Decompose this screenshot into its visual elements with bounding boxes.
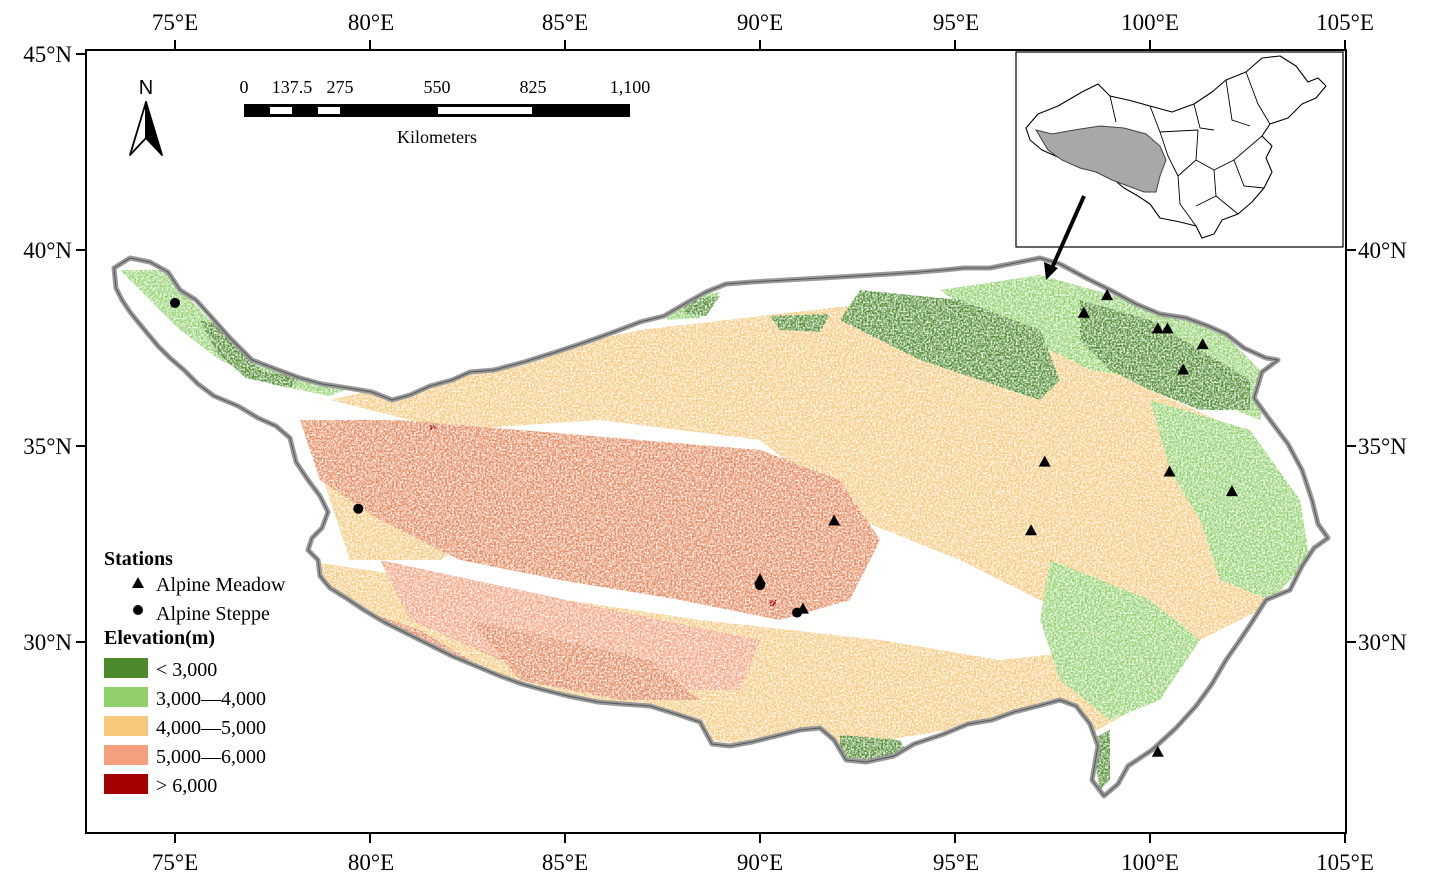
alpine-steppe-station-icon xyxy=(792,607,803,618)
inset-map xyxy=(1015,51,1344,280)
legend-elevation-gt6000: > 6,000 xyxy=(156,775,217,797)
map-legend: Stations Alpine Meadow Alpine Steppe Ele… xyxy=(104,548,286,797)
legend-swatch-gt6000 xyxy=(104,774,148,794)
inset-plateau-region xyxy=(1034,125,1167,193)
left-tick-label: 35°N xyxy=(23,434,72,459)
alpine-meadow-station-icon xyxy=(1177,363,1190,375)
alpine-meadow-station-icon xyxy=(1077,306,1090,318)
north-arrow-dark-half xyxy=(145,101,163,156)
inset-china-outline xyxy=(1025,55,1327,239)
bottom-tick-label: 80°E xyxy=(348,850,394,875)
left-tick-label: 45°N xyxy=(23,42,72,67)
inset-province-lines xyxy=(1109,71,1271,227)
legend-elevation-lt3000: < 3,000 xyxy=(156,659,217,681)
left-axis-labels: 45°N 40°N 35°N 30°N xyxy=(23,42,72,655)
bottom-tick-label: 100°E xyxy=(1121,850,1179,875)
top-tick-label: 75°E xyxy=(152,10,198,35)
legend-alpine-meadow: Alpine Meadow xyxy=(156,574,286,596)
scale-label: 550 xyxy=(424,77,451,97)
legend-swatch-5000-6000 xyxy=(104,745,148,765)
alpine-meadow-station-icon xyxy=(1151,745,1164,757)
alpine-steppe-station-icon xyxy=(353,503,364,514)
alpine-meadow-station-icon xyxy=(1225,485,1238,497)
north-arrow: N xyxy=(129,77,163,156)
right-tick-label: 30°N xyxy=(1358,630,1407,655)
left-tick-label: 40°N xyxy=(23,238,72,263)
top-tick-label: 80°E xyxy=(348,10,394,35)
alpine-meadow-station-icon xyxy=(1161,322,1174,334)
scale-units: Kilometers xyxy=(397,127,477,147)
inset-pointer-arrow xyxy=(1050,195,1086,269)
alpine-meadow-station-icon xyxy=(1025,524,1038,536)
right-tick-label: 35°N xyxy=(1358,434,1407,459)
top-axis-labels: 75°E 80°E 85°E 90°E 95°E 100°E 105°E xyxy=(152,10,1374,35)
right-axis-labels: 40°N 35°N 30°N xyxy=(1358,238,1407,655)
plateau-boundary-inner xyxy=(113,257,1329,797)
alpine-steppe-legend-icon xyxy=(133,605,143,615)
legend-swatch-3000-4000 xyxy=(104,687,148,707)
legend-elevation-title: Elevation(m) xyxy=(104,627,215,649)
legend-stations-title: Stations xyxy=(104,548,173,570)
alpine-meadow-station-icon xyxy=(828,514,841,526)
top-tick-label: 105°E xyxy=(1316,10,1374,35)
alpine-meadow-station-icon xyxy=(1163,465,1176,477)
top-tick-label: 90°E xyxy=(737,10,783,35)
legend-swatch-lt3000 xyxy=(104,658,148,678)
left-tick-label: 30°N xyxy=(23,630,72,655)
bottom-tick-label: 75°E xyxy=(152,850,198,875)
bottom-tick-label: 105°E xyxy=(1316,850,1374,875)
scale-label: 0 xyxy=(240,77,249,97)
scale-label: 275 xyxy=(327,77,354,97)
legend-elevation-3000-4000: 3,000—4,000 xyxy=(156,688,266,710)
scale-label: 825 xyxy=(520,77,547,97)
bottom-tick-label: 95°E xyxy=(933,850,979,875)
top-tick-label: 95°E xyxy=(933,10,979,35)
scale-label: 137.5 xyxy=(272,77,313,97)
bottom-tick-label: 90°E xyxy=(737,850,783,875)
alpine-meadow-station-icon xyxy=(1196,338,1209,350)
alpine-meadow-legend-icon xyxy=(132,577,144,588)
top-tick-label: 85°E xyxy=(542,10,588,35)
top-tick-label: 100°E xyxy=(1121,10,1179,35)
north-arrow-label: N xyxy=(139,77,153,99)
frame-ticks xyxy=(76,40,1356,843)
right-tick-label: 40°N xyxy=(1358,238,1407,263)
legend-elevation-5000-6000: 5,000—6,000 xyxy=(156,746,266,768)
station-markers xyxy=(170,289,1238,757)
alpine-meadow-station-icon xyxy=(1101,289,1114,301)
alpine-meadow-station-icon xyxy=(1151,322,1164,334)
legend-alpine-steppe: Alpine Steppe xyxy=(156,603,270,625)
legend-swatch-4000-5000 xyxy=(104,716,148,736)
alpine-steppe-station-icon xyxy=(755,580,765,591)
legend-elevation-4000-5000: 4,000—5,000 xyxy=(156,717,266,739)
inset-pointer-arrowhead xyxy=(1044,262,1058,280)
scale-bar: 0 137.5 275 550 825 1,100 Kilometers xyxy=(240,77,651,147)
bottom-axis-labels: 75°E 80°E 85°E 90°E 95°E 100°E 105°E xyxy=(152,850,1374,875)
bottom-tick-label: 85°E xyxy=(542,850,588,875)
scale-label: 1,100 xyxy=(610,77,651,97)
alpine-steppe-station-icon xyxy=(170,297,180,308)
alpine-meadow-station-icon xyxy=(1038,455,1051,467)
